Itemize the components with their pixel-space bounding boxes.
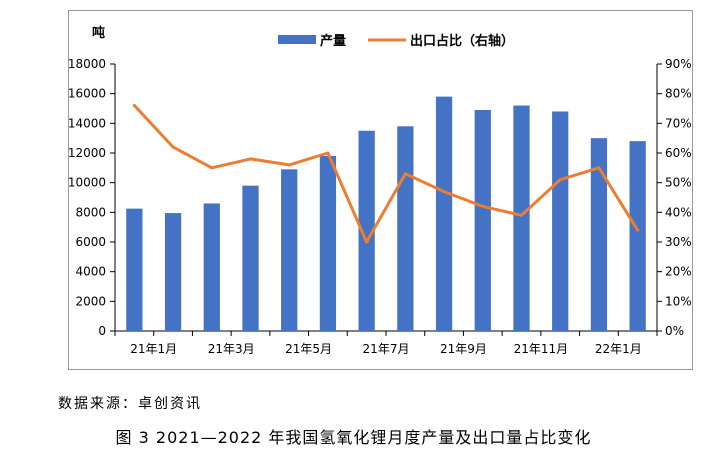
y-tick-label: 14000 bbox=[68, 116, 106, 130]
x-tick-label: 21年9月 bbox=[440, 342, 487, 356]
y2-tick-label: 0% bbox=[665, 324, 684, 338]
y2-tick-label: 20% bbox=[665, 265, 692, 279]
y-tick-label: 6000 bbox=[75, 235, 106, 249]
legend-label-bar: 产量 bbox=[320, 33, 346, 49]
tick-labels: 0 2000 4000 6000 8000 10000 12000 14000 16000 180… bbox=[68, 57, 692, 356]
line-point bbox=[287, 163, 291, 167]
line-point bbox=[249, 157, 252, 161]
bar bbox=[319, 155, 337, 331]
x-tick-label: 21年7月 bbox=[363, 342, 410, 356]
y2-tick-label: 10% bbox=[665, 294, 692, 308]
bar bbox=[552, 111, 569, 331]
x-tick-label: 22年1月 bbox=[595, 342, 642, 356]
y-tick-label: 8000 bbox=[75, 205, 106, 219]
bar bbox=[281, 169, 298, 331]
legend-label-line: 出口占比（右轴） bbox=[410, 33, 514, 49]
line-point bbox=[132, 104, 136, 108]
chart: 0 2000 4000 6000 8000 10000 12000 14000 16000 180… bbox=[68, 25, 692, 356]
line-point bbox=[403, 172, 407, 176]
bar bbox=[629, 141, 646, 331]
y2-tick-label: 30% bbox=[665, 235, 692, 249]
bar bbox=[397, 126, 414, 331]
y2-tick-label: 90% bbox=[665, 57, 692, 71]
y-tick-label: 4000 bbox=[75, 265, 106, 279]
bar bbox=[126, 208, 143, 331]
bar bbox=[474, 109, 491, 331]
y2-tick-label: 70% bbox=[665, 116, 692, 130]
line-point bbox=[171, 145, 175, 149]
bar bbox=[435, 96, 453, 331]
x-tick-label: 21年1月 bbox=[130, 342, 177, 356]
bar bbox=[590, 138, 608, 331]
source-note: 数据来源：卓创资讯 bbox=[58, 396, 202, 412]
axes bbox=[110, 63, 662, 336]
y-tick-label: 10000 bbox=[68, 176, 106, 190]
line-point bbox=[558, 178, 562, 182]
line-point bbox=[597, 166, 601, 170]
y2-tick-label: 50% bbox=[665, 176, 692, 190]
x-tick-label: 21年11月 bbox=[514, 342, 569, 356]
line-point bbox=[481, 204, 485, 208]
bar bbox=[242, 185, 259, 331]
legend: 产量 出口占比（右轴） bbox=[278, 33, 514, 49]
chart-frame bbox=[68, 10, 693, 370]
y-tick-label: 18000 bbox=[68, 57, 106, 71]
line-point bbox=[365, 240, 369, 244]
bar bbox=[164, 213, 182, 331]
figure-caption: 图 3 2021—2022 年我国氢氧化锂月度产量及出口量占比变化 bbox=[115, 428, 592, 447]
export-share-line bbox=[133, 104, 639, 244]
x-tick-label: 21年3月 bbox=[208, 342, 255, 356]
y-tick-label: 0 bbox=[98, 324, 106, 338]
y-tick-label: 12000 bbox=[68, 146, 106, 160]
bar-series bbox=[126, 96, 646, 332]
line-point bbox=[636, 228, 640, 232]
bar bbox=[203, 203, 220, 331]
left-axis-unit-label: 吨 bbox=[92, 25, 105, 41]
bar bbox=[513, 105, 530, 332]
y-tick-label: 16000 bbox=[68, 87, 106, 101]
y2-tick-label: 60% bbox=[665, 146, 692, 160]
line-point bbox=[442, 190, 446, 194]
bar bbox=[358, 130, 375, 331]
line-point bbox=[326, 151, 330, 155]
line-point bbox=[520, 213, 523, 217]
y2-tick-label: 40% bbox=[665, 205, 692, 219]
legend-swatch-bar bbox=[278, 35, 316, 44]
line-point bbox=[210, 166, 214, 170]
x-tick-label: 21年5月 bbox=[285, 342, 332, 356]
line-series bbox=[132, 104, 640, 244]
y2-tick-label: 80% bbox=[665, 87, 692, 101]
y-tick-label: 2000 bbox=[75, 294, 106, 308]
